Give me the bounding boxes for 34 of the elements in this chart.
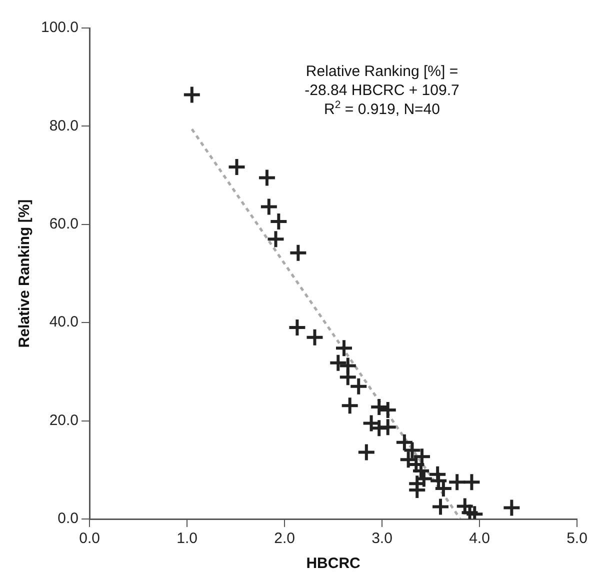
x-tick-label: 4.0: [469, 530, 490, 548]
point: [305, 328, 324, 347]
point: [408, 480, 427, 500]
y-tick-label: 80.0: [49, 117, 79, 134]
x-tick-label: 5.0: [566, 530, 588, 548]
point: [259, 197, 278, 216]
point: [257, 168, 276, 188]
point: [462, 472, 482, 492]
annotation: -28.84 HBCRC + 109.7: [304, 82, 460, 99]
y-tick-label: 40.0: [49, 314, 79, 331]
point: [182, 85, 202, 104]
annotation: Relative Ranking [%] =: [306, 63, 458, 80]
x-tick-label: 1.0: [176, 530, 198, 548]
point: [334, 338, 354, 358]
point: [269, 212, 288, 231]
y-tick-label: 100.0: [40, 19, 79, 36]
x-axis-title: HBCRC: [306, 555, 361, 572]
point: [340, 396, 360, 416]
point: [328, 353, 348, 372]
point: [288, 243, 308, 262]
y-tick-label: 20.0: [49, 412, 79, 429]
point: [288, 318, 307, 338]
x-tick-label: 3.0: [372, 530, 392, 548]
x-tick-label: 0.0: [79, 530, 100, 548]
y-tick-label: 60.0: [49, 216, 79, 233]
point: [431, 497, 450, 516]
y-tick-label: 0.0: [58, 510, 79, 528]
point: [266, 230, 286, 249]
point: [428, 464, 448, 484]
x-tick-label: 2.0: [274, 530, 295, 548]
y-axis-title: Relative Ranking [%]: [16, 199, 34, 348]
point: [356, 442, 376, 462]
point: [502, 498, 522, 518]
point: [227, 157, 246, 176]
